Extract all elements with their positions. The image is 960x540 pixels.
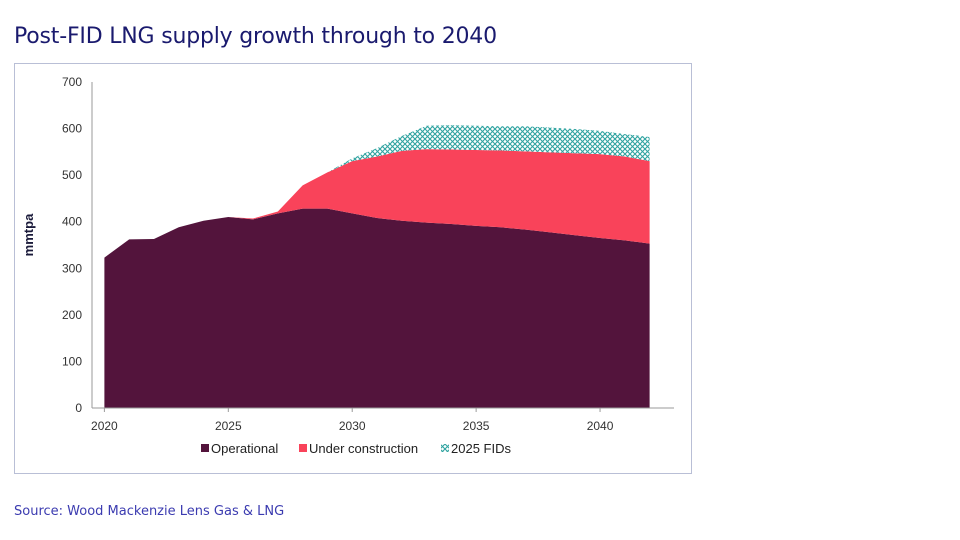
page-title: Post-FID LNG supply growth through to 20… (14, 24, 497, 49)
y-tick-label: 200 (62, 308, 82, 322)
areas-layer (104, 125, 650, 408)
legend-swatch-2025-fids (441, 444, 449, 452)
chart-frame: 0 100 200 300 400 500 600 700 2020 2025 2030 2035 2… (14, 63, 692, 474)
y-tick-label: 700 (62, 75, 82, 89)
y-tick-label: 100 (62, 354, 82, 368)
y-tick-label: 600 (62, 122, 82, 136)
source-note: Source: Wood Mackenzie Lens Gas & LNG (14, 504, 285, 519)
area-2025-fids (104, 125, 650, 258)
legend: Operational Under construction 2025 FIDs (201, 441, 511, 456)
x-tick-labels: 2020 2025 2030 2035 2040 (91, 408, 614, 433)
x-tick-label: 2020 (91, 419, 118, 433)
legend-label-2025-fids: 2025 FIDs (451, 441, 511, 456)
x-tick-label: 2025 (215, 419, 242, 433)
legend-swatch-under-construction (299, 444, 307, 452)
legend-label-under-construction: Under construction (309, 441, 418, 456)
y-tick-label: 500 (62, 168, 82, 182)
y-tick-label: 0 (75, 401, 82, 415)
x-tick-label: 2040 (587, 419, 614, 433)
legend-swatch-operational (201, 444, 209, 452)
axes-layer (91, 82, 674, 409)
y-axis-label: mmtpa (21, 213, 36, 256)
x-tick-label: 2035 (463, 419, 490, 433)
legend-label-operational: Operational (211, 441, 278, 456)
area-under-construction (104, 149, 650, 258)
y-tick-labels: 0 100 200 300 400 500 600 700 (62, 75, 82, 415)
y-tick-label: 400 (62, 215, 82, 229)
area-operational (104, 208, 650, 408)
y-tick-label: 300 (62, 261, 82, 275)
x-tick-label: 2030 (339, 419, 366, 433)
